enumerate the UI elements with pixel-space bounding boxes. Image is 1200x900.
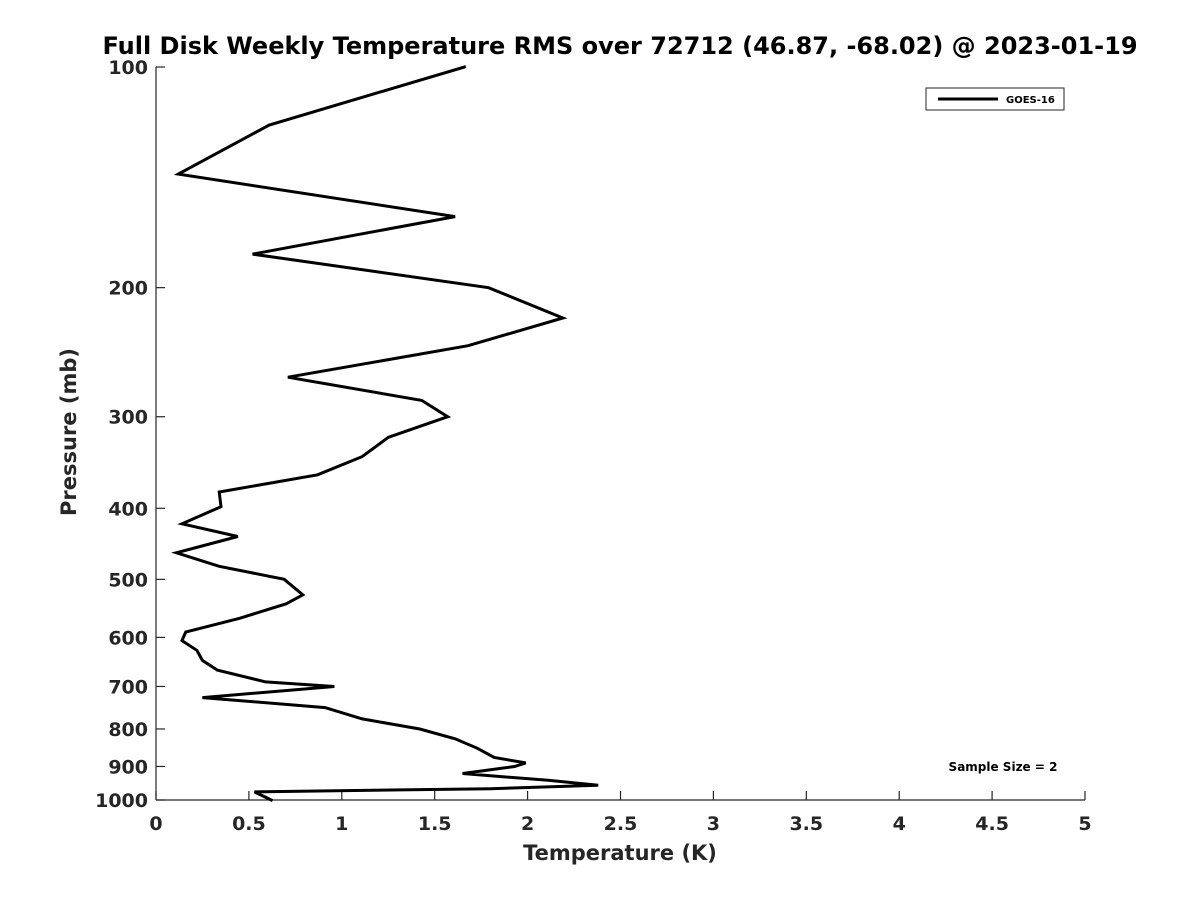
x-tick-label: 2: [521, 813, 534, 835]
y-tick-label: 800: [108, 719, 148, 741]
x-tick-label: 0: [149, 813, 162, 835]
axes: 0 0.5 1 1.5 2 2.5 3 3.5 4 4.5 5 100 200 300 400 500 600 7…: [95, 57, 1092, 835]
chart-title: Full Disk Weekly Temperature RMS over 72…: [102, 32, 1137, 60]
x-axis-label: Temperature (K): [523, 841, 717, 865]
y-tick-label: 600: [108, 627, 148, 649]
x-tick-label: 5: [1078, 813, 1091, 835]
x-tick-label: 0.5: [232, 813, 266, 835]
y-tick-label: 300: [108, 407, 148, 429]
x-tick-label: 4: [893, 813, 906, 835]
x-tick-label: 3: [707, 813, 720, 835]
y-tick-label: 200: [108, 278, 148, 300]
y-tick-label: 100: [108, 57, 148, 79]
x-tick-label: 4.5: [975, 813, 1009, 835]
x-tick-label: 2.5: [604, 813, 638, 835]
y-tick-label: 500: [108, 569, 148, 591]
y-tick-label: 900: [108, 756, 148, 778]
y-axis-label: Pressure (mb): [57, 348, 81, 516]
y-tick-label: 1000: [95, 790, 148, 812]
x-tick-label: 1: [335, 813, 348, 835]
x-tick-label: 3.5: [789, 813, 823, 835]
y-tick-label: 700: [108, 676, 148, 698]
plot-area: [171, 65, 599, 803]
x-tick-label: 1.5: [418, 813, 452, 835]
y-tick-label: 400: [108, 498, 148, 520]
sample-size-annotation: Sample Size = 2: [949, 760, 1058, 774]
legend: GOES-16: [925, 87, 1065, 111]
series-line-goes-16: [171, 65, 599, 803]
legend-label-goes-16: GOES-16: [1006, 95, 1055, 106]
